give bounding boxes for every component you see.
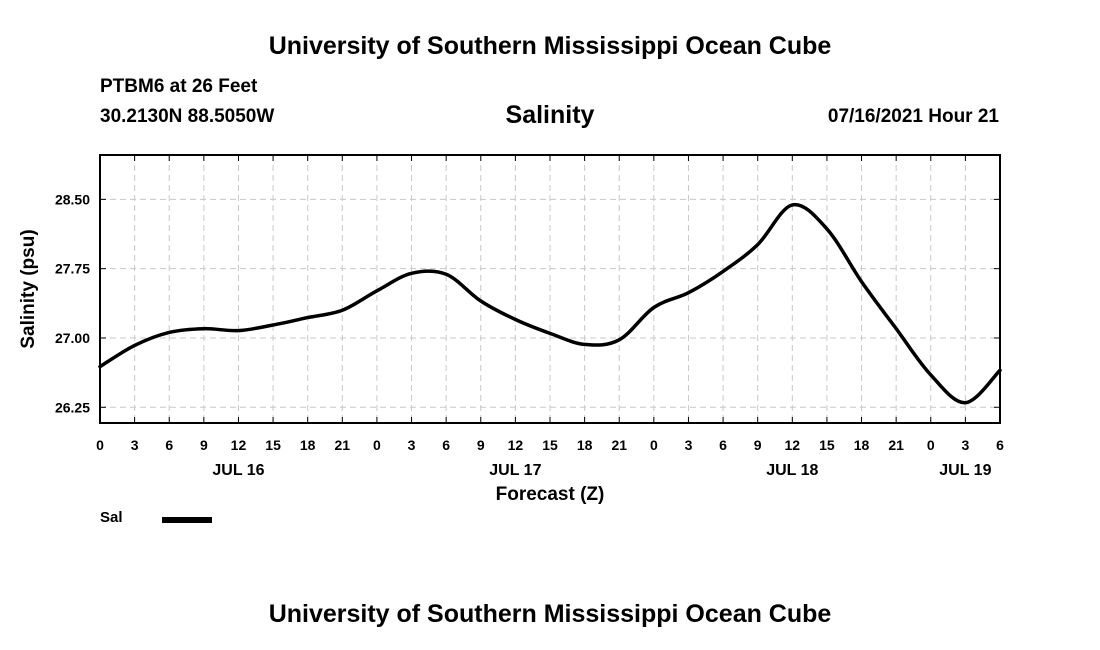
x-tick-label: 0 [650,437,658,453]
x-tick-label: 3 [685,437,693,453]
plot-frame [99,154,1001,424]
x-tick-label: 0 [927,437,935,453]
x-tick-label: 18 [577,437,593,453]
date-label: JUL 16 [212,462,264,479]
x-tick-label: 12 [231,437,247,453]
legend-line-swatch [162,517,212,523]
x-tick-label: 15 [819,437,835,453]
x-tick-label: 15 [542,437,558,453]
x-tick-label: 9 [754,437,762,453]
page-title: University of Southern Mississippi Ocean… [268,32,832,60]
legend-label: Sal [100,509,123,526]
x-tick-label: 6 [719,437,727,453]
x-tick-label: 0 [373,437,381,453]
datetime-label: 07/16/2021 Hour 21 [827,106,999,127]
x-tick-label: 18 [300,437,316,453]
x-tick-label: 9 [200,437,208,453]
x-tick-label: 3 [408,437,416,453]
x-tick-label: 15 [265,437,281,453]
y-tick-label: 26.25 [55,399,90,415]
parameter-title: Salinity [505,101,595,129]
x-tick-label: 6 [996,437,1004,453]
x-tick-label: 0 [96,437,104,453]
x-tick-label: 12 [785,437,801,453]
x-tick-label: 21 [611,437,627,453]
x-tick-label: 21 [888,437,904,453]
x-tick-label: 6 [442,437,450,453]
station-label: PTBM6 at 26 Feet [100,76,258,97]
footer-title: University of Southern Mississippi Ocean… [268,600,832,628]
y-axis-title: Salinity (psu) [18,229,39,348]
x-tick-label: 12 [508,437,524,453]
date-label: JUL 18 [766,462,818,479]
series-line-sal [98,202,1002,405]
x-tick-label: 21 [335,437,351,453]
x-tick-label: 6 [165,437,173,453]
y-tick-label: 27.75 [55,261,90,277]
date-label: JUL 19 [939,462,991,479]
date-label: JUL 17 [489,462,541,479]
x-tick-label: 3 [131,437,139,453]
coordinates-label: 30.2130N 88.5050W [100,106,275,127]
x-tick-label: 18 [854,437,870,453]
y-tick-label: 27.00 [55,330,90,346]
x-tick-label: 9 [477,437,485,453]
y-tick-label: 28.50 [55,191,90,207]
x-tick-label: 3 [961,437,969,453]
x-axis-title: Forecast (Z) [496,484,605,505]
